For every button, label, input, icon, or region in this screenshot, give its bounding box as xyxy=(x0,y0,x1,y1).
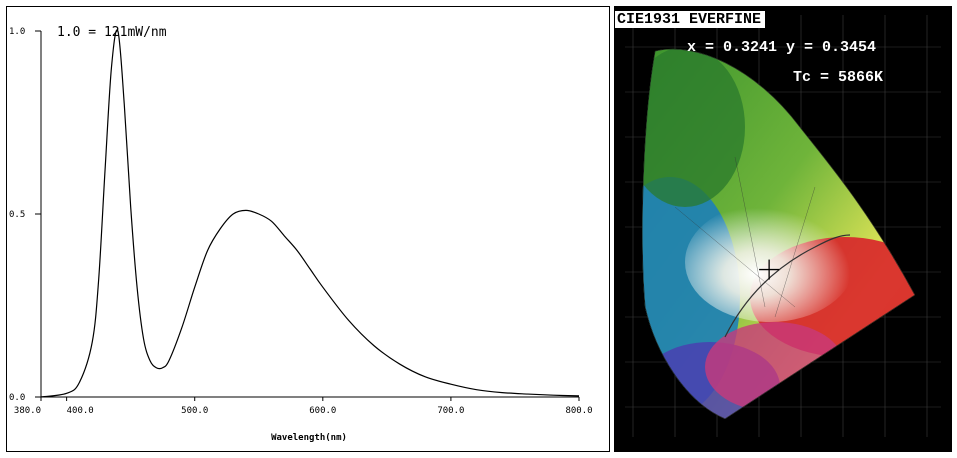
spectrum-axes xyxy=(40,31,579,398)
spectrum-y-tick-label: 1.0 xyxy=(9,27,25,37)
spectrum-x-tick-label: 700.0 xyxy=(437,406,464,416)
spectrum-y-tick-label: 0.5 xyxy=(9,210,25,220)
spectrum-scale-annotation: 1.0 = 121mW/nm xyxy=(57,25,167,40)
cie-chromaticity-diagram xyxy=(625,15,941,437)
spectrum-y-tick-label: 0.0 xyxy=(9,393,25,403)
spectrum-x-tick-label: 600.0 xyxy=(309,406,336,416)
spectrum-x-tick-label: 500.0 xyxy=(181,406,208,416)
spectrum-chart-panel: 0.0 0.5 1.0 380.0 400.0 500.0 600.0 700.0 800.0 … xyxy=(6,6,610,452)
spectrum-x-tick-label: 380.0 xyxy=(14,406,41,416)
cie-diagram-panel: CIE1931 EVERFINE x = 0.3241 y = 0.3454 T… xyxy=(614,6,952,452)
spectrum-tick-labels: 0.0 0.5 1.0 380.0 400.0 500.0 600.0 700.0 800.0 xyxy=(9,27,593,416)
spectrum-x-axis-label: Wavelength(nm) xyxy=(271,433,347,443)
spectrum-x-tick-label: 800.0 xyxy=(565,406,592,416)
cie-color-gamut xyxy=(642,48,916,419)
spectrum-x-tick-label: 400.0 xyxy=(67,406,94,416)
cie-cct-readout: Tc = 5866K xyxy=(793,69,884,86)
spectrum-series-line xyxy=(40,29,580,398)
cie-diagram-title: CIE1931 EVERFINE xyxy=(615,11,766,28)
cie-chromaticity-point xyxy=(759,259,780,280)
cie-xy-readout: x = 0.3241 y = 0.3454 xyxy=(687,39,877,56)
